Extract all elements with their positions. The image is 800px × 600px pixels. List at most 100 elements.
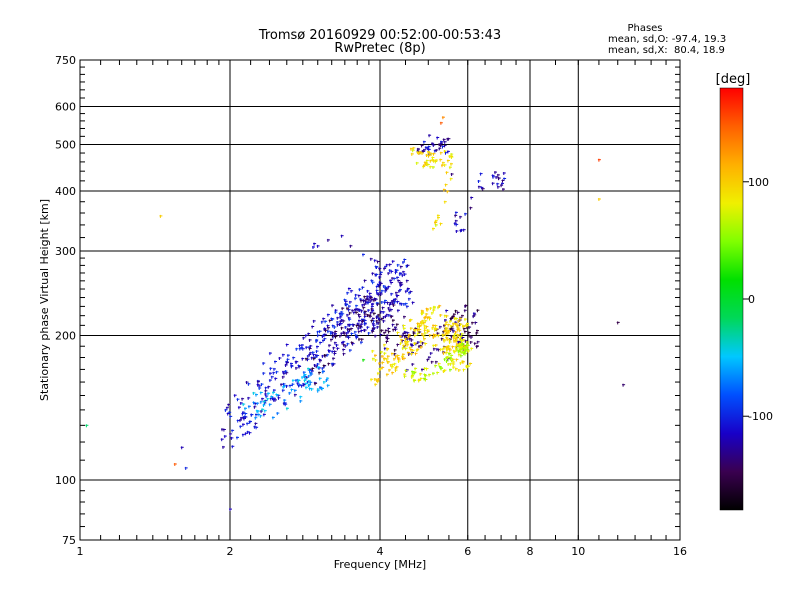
data-point <box>460 332 464 336</box>
data-point <box>405 305 409 309</box>
data-point <box>395 365 399 369</box>
data-point <box>448 166 452 170</box>
data-point <box>338 323 342 326</box>
data-point <box>371 349 375 353</box>
data-point <box>399 342 403 346</box>
data-point <box>463 346 467 350</box>
data-point <box>360 299 363 303</box>
data-point <box>404 347 408 351</box>
data-point <box>342 340 346 344</box>
data-point <box>458 329 462 333</box>
data-point <box>386 355 390 359</box>
data-point <box>301 347 305 351</box>
data-point <box>463 309 467 313</box>
data-point <box>446 137 450 141</box>
data-point <box>444 333 448 336</box>
data-point <box>395 323 399 327</box>
data-point <box>418 150 422 154</box>
data-point <box>338 312 342 316</box>
data-point <box>282 382 286 386</box>
data-point <box>312 319 316 323</box>
data-point <box>334 311 338 315</box>
data-point <box>395 294 399 298</box>
data-point <box>416 341 420 345</box>
data-point <box>386 348 390 352</box>
data-point <box>326 324 330 328</box>
data-point <box>315 350 319 354</box>
data-point <box>342 348 346 352</box>
data-point <box>362 253 365 257</box>
data-point <box>503 177 507 181</box>
data-point <box>425 163 429 166</box>
data-point <box>282 385 286 389</box>
data-point <box>339 315 343 319</box>
data-point <box>352 323 356 327</box>
data-point <box>444 323 448 327</box>
data-point <box>470 347 474 351</box>
data-point <box>455 347 459 351</box>
data-point <box>256 383 260 387</box>
data-point <box>401 274 405 278</box>
data-point <box>290 388 294 392</box>
scatter-points <box>85 116 626 512</box>
data-point <box>350 341 354 345</box>
data-point <box>399 335 403 339</box>
data-point <box>452 322 456 326</box>
data-point <box>389 308 393 312</box>
data-point <box>252 401 256 405</box>
data-point <box>253 405 257 409</box>
data-point <box>481 187 485 191</box>
data-point <box>462 324 465 328</box>
data-point <box>454 214 458 218</box>
data-point <box>441 164 444 168</box>
data-point <box>268 352 272 356</box>
data-point <box>399 265 403 269</box>
data-point <box>310 373 314 376</box>
y-tick-label: 400 <box>55 185 76 198</box>
data-point <box>447 347 451 351</box>
data-point <box>301 357 305 361</box>
data-point <box>457 344 461 348</box>
data-point <box>424 378 428 382</box>
data-point <box>316 345 319 349</box>
data-point <box>363 279 367 283</box>
data-point <box>357 327 361 331</box>
data-point <box>434 219 438 223</box>
data-point <box>377 293 381 297</box>
data-point <box>401 355 405 359</box>
data-point <box>335 344 339 347</box>
data-point <box>267 392 271 396</box>
data-point <box>159 214 163 218</box>
data-point <box>374 334 378 338</box>
data-point <box>301 344 304 347</box>
data-point <box>421 152 424 155</box>
data-point <box>318 377 322 381</box>
data-point <box>295 379 298 383</box>
data-point <box>360 309 364 313</box>
data-point <box>291 379 295 383</box>
data-point <box>320 320 324 324</box>
data-point <box>429 307 433 311</box>
data-point <box>376 283 380 287</box>
data-point <box>269 367 273 371</box>
data-point <box>450 325 454 329</box>
data-point <box>453 333 457 337</box>
data-point <box>322 380 326 384</box>
data-point <box>390 315 393 319</box>
data-point <box>464 304 468 308</box>
data-point <box>416 322 420 326</box>
data-point <box>371 327 375 331</box>
data-point <box>369 300 373 303</box>
data-point <box>456 344 459 348</box>
data-point <box>402 270 406 274</box>
data-point <box>403 273 407 277</box>
data-point <box>431 142 435 146</box>
data-point <box>362 358 366 362</box>
data-point <box>491 174 495 178</box>
data-point <box>435 348 439 352</box>
data-point <box>457 353 461 357</box>
data-point <box>449 356 453 360</box>
data-point <box>399 281 403 285</box>
data-point <box>226 412 230 416</box>
data-point <box>418 324 422 328</box>
